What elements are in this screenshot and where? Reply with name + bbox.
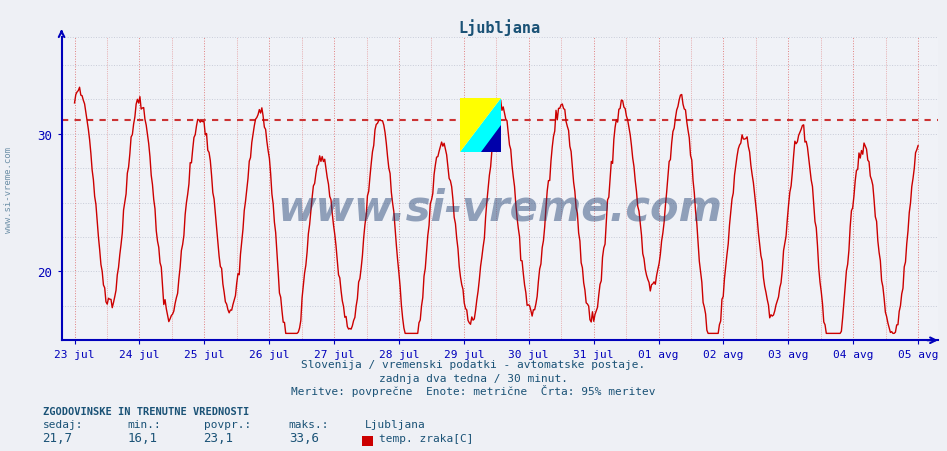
Text: www.si-vreme.com: www.si-vreme.com: [277, 187, 722, 229]
Text: sedaj:: sedaj:: [43, 419, 83, 429]
Text: Meritve: povprečne  Enote: metrične  Črta: 95% meritev: Meritve: povprečne Enote: metrične Črta:…: [292, 385, 655, 396]
Text: Slovenija / vremenski podatki - avtomatske postaje.: Slovenija / vremenski podatki - avtomats…: [301, 359, 646, 369]
Polygon shape: [460, 99, 501, 153]
Text: povpr.:: povpr.:: [204, 419, 251, 429]
Text: maks.:: maks.:: [289, 419, 330, 429]
Text: min.:: min.:: [128, 419, 162, 429]
Polygon shape: [460, 99, 501, 153]
Text: 33,6: 33,6: [289, 431, 319, 444]
Polygon shape: [481, 126, 501, 153]
Text: www.si-vreme.com: www.si-vreme.com: [5, 147, 13, 232]
Text: Ljubljana: Ljubljana: [365, 419, 425, 429]
Text: zadnja dva tedna / 30 minut.: zadnja dva tedna / 30 minut.: [379, 373, 568, 383]
Text: 23,1: 23,1: [204, 431, 234, 444]
Text: temp. zraka[C]: temp. zraka[C]: [379, 433, 474, 443]
Text: ZGODOVINSKE IN TRENUTNE VREDNOSTI: ZGODOVINSKE IN TRENUTNE VREDNOSTI: [43, 406, 249, 416]
Text: 21,7: 21,7: [43, 431, 73, 444]
Title: Ljubljana: Ljubljana: [458, 19, 541, 36]
Text: 16,1: 16,1: [128, 431, 158, 444]
